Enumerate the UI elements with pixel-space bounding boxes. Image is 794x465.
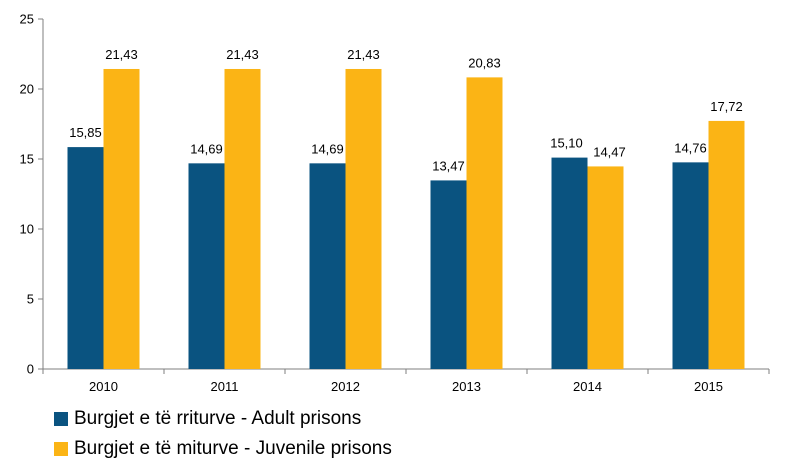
legend-item-adult: Burgjet e të rriturve - Adult prisons	[54, 404, 392, 434]
bar-juvenile	[103, 68, 140, 369]
legend-swatch-adult	[54, 412, 68, 426]
legend-label-juvenile: Burgjet e të miturve - Juvenile prisons	[74, 438, 392, 459]
legend-swatch-juvenile	[54, 442, 68, 456]
data-label: 17,72	[710, 99, 743, 114]
chart-tick-labels: 0 5 10 15 20 25 2010 2011 2012 2013 2014 2015	[20, 12, 723, 395]
chart-data-labels: 15,85 21,43 14,69 21,43 14,69 21,43 13,47 20,83…	[69, 47, 743, 173]
bar-adult	[188, 163, 225, 369]
bar-adult	[309, 163, 346, 369]
data-label: 15,85	[69, 125, 102, 140]
y-tick-label: 25	[20, 12, 34, 27]
data-label: 20,83	[468, 55, 501, 70]
legend-label-adult: Burgjet e të rriturve - Adult prisons	[74, 408, 362, 429]
bar-adult	[430, 180, 467, 369]
y-tick-label: 10	[20, 222, 34, 237]
y-tick-label: 20	[20, 82, 34, 97]
y-tick-label: 15	[20, 152, 34, 167]
data-label: 13,47	[432, 158, 465, 173]
bar-chart: 15,85 21,43 14,69 21,43 14,69 21,43 13,47 20,83…	[20, 12, 770, 395]
data-label: 21,43	[347, 47, 380, 62]
legend: Burgjet e të rriturve - Adult prisons Bu…	[54, 404, 392, 464]
data-label: 14,69	[190, 141, 223, 156]
data-label: 14,69	[311, 141, 344, 156]
data-label: 15,10	[550, 136, 583, 151]
chart-bars	[67, 68, 745, 369]
x-tick-label: 2010	[89, 379, 118, 394]
y-tick-label: 5	[27, 292, 34, 307]
data-label: 14,76	[674, 140, 707, 155]
y-tick-label: 0	[27, 362, 34, 377]
data-label: 21,43	[105, 47, 138, 62]
bar-juvenile	[224, 68, 261, 369]
x-tick-label: 2012	[331, 379, 360, 394]
bar-juvenile	[708, 120, 745, 369]
bar-juvenile	[345, 68, 382, 369]
bar-adult	[551, 157, 588, 369]
x-tick-label: 2011	[211, 379, 239, 394]
x-tick-label: 2015	[694, 379, 723, 394]
bar-adult	[672, 162, 709, 369]
bar-adult	[67, 147, 104, 369]
x-tick-label: 2014	[573, 379, 602, 394]
bar-juvenile	[466, 77, 503, 369]
bar-juvenile	[587, 166, 624, 369]
x-tick-label: 2013	[452, 379, 481, 394]
data-label: 14,47	[593, 144, 626, 159]
data-label: 21,43	[226, 47, 259, 62]
chart-axes	[38, 18, 770, 374]
legend-item-juvenile: Burgjet e të miturve - Juvenile prisons	[54, 434, 392, 464]
